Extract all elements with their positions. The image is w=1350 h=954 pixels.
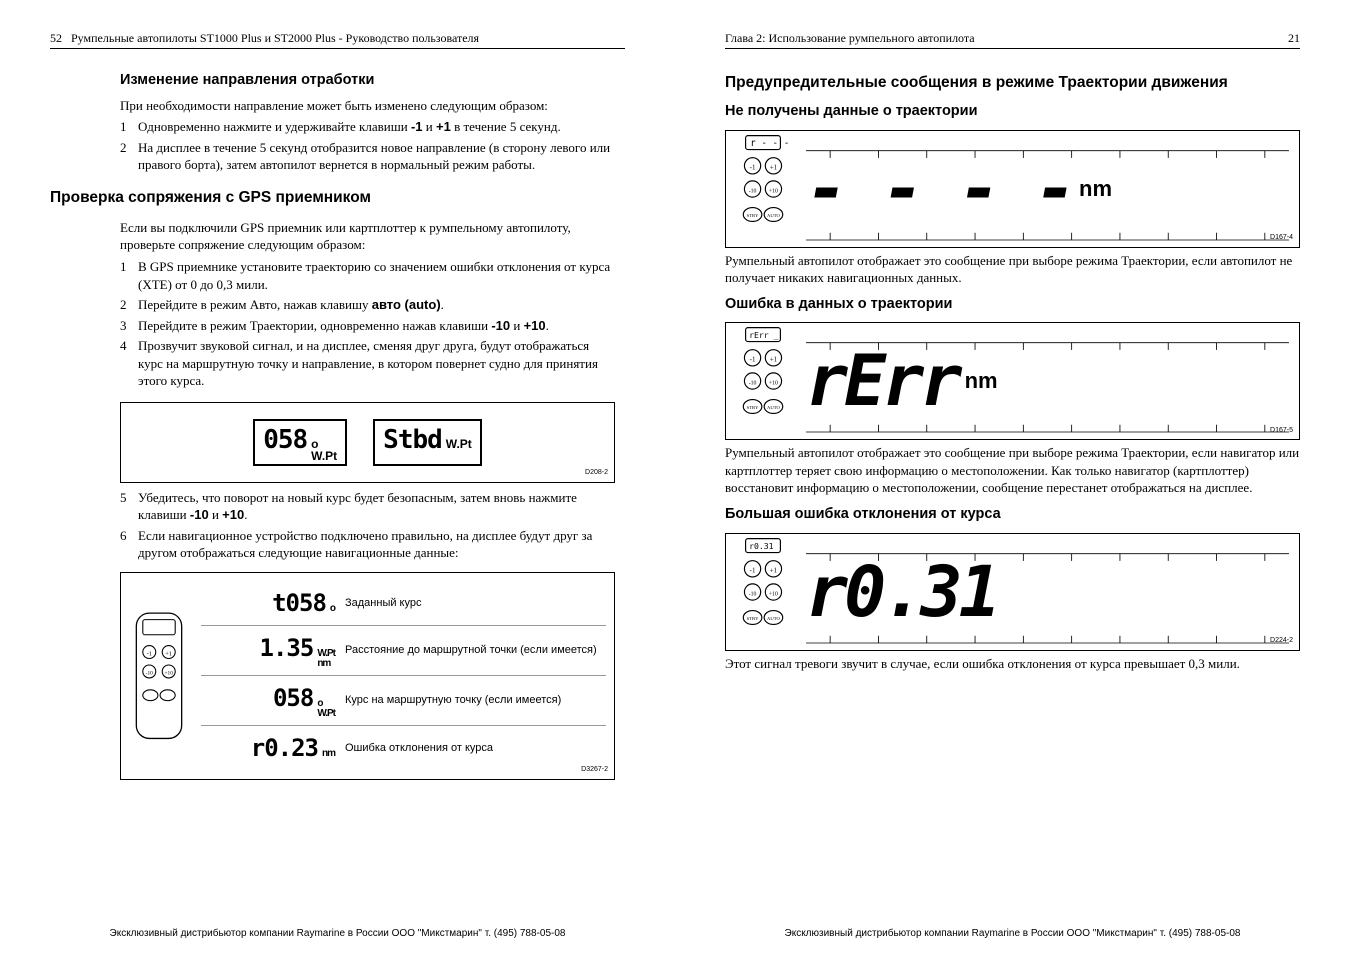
section-gps-check: Если вы подключили GPS приемник или карт…: [120, 215, 615, 790]
page-number-left: 52: [50, 31, 62, 45]
header-left: 52 Румпельные автопилоты ST1000 Plus и S…: [50, 30, 625, 49]
remote-icon: r - - - -1 +1 -10 +10 STBY AUTO: [734, 131, 792, 247]
svg-text:+1: +1: [165, 650, 172, 657]
figure-no-track-data: r - - - -1 +1 -10 +10 STBY AUTO - -: [725, 130, 1300, 248]
figure-caption: D167-4: [1270, 233, 1293, 242]
lcd-display-course: 058oW.Pt: [253, 419, 347, 466]
remote-svg-icon: -1 +1 -10 +10: [132, 611, 186, 741]
svg-text:STBY: STBY: [747, 406, 759, 411]
svg-text:+10: +10: [769, 381, 778, 387]
heading-track-error: Ошибка в данных о траектории: [725, 295, 1300, 315]
svg-text:+10: +10: [769, 591, 778, 597]
intro-para-1: При необходимости направление может быть…: [120, 97, 615, 115]
heading-no-track-data: Не получены данные о траектории: [725, 102, 1300, 122]
section-change-direction: Изменение направления отработки При необ…: [120, 63, 615, 178]
svg-text:STBY: STBY: [747, 214, 759, 219]
svg-text:r - - -: r - - -: [750, 138, 789, 149]
page-number-right: 21: [1288, 30, 1300, 46]
remote-icon: rErr _ -1 +1 -10 +10 STBY AUTO: [734, 323, 792, 439]
svg-text:+1: +1: [770, 163, 778, 171]
svg-text:-1: -1: [750, 356, 756, 364]
svg-text:+10: +10: [769, 188, 778, 194]
list-item: 2На дисплее в течение 5 секунд отобразит…: [120, 139, 615, 174]
nav-row: r0.23nmОшибка отклонения от курса: [201, 725, 606, 770]
svg-text:-10: -10: [146, 671, 153, 677]
svg-text:STBY: STBY: [747, 616, 759, 621]
svg-text:+1: +1: [770, 566, 778, 574]
list-item: 1В GPS приемнике установите траекторию с…: [120, 258, 615, 293]
footer-left: Эксклюзивный дистрибьютор компании Rayma…: [50, 927, 625, 941]
lcd-display-direction: StbdW.Pt: [373, 419, 482, 466]
svg-text:AUTO: AUTO: [767, 616, 780, 621]
nav-data-rows: t058oЗаданный курс 1.35W.Pt nmРасстояние…: [201, 581, 606, 771]
big-display: - - - - nm: [806, 144, 1291, 234]
nav-row: 058oW.PtКурс на маршрутную точку (если и…: [201, 675, 606, 725]
figure-caption: D167-5: [1270, 426, 1293, 435]
svg-text:-1: -1: [147, 650, 152, 657]
nav-row: 1.35W.Pt nmРасстояние до маршрутной точк…: [201, 625, 606, 675]
list-item: 2Перейдите в режим Авто, нажав клавишу а…: [120, 296, 615, 314]
big-display: rErr nm: [806, 336, 1291, 426]
svg-text:AUTO: AUTO: [767, 406, 780, 411]
intro-para-2: Если вы подключили GPS приемник или карт…: [120, 219, 615, 254]
svg-text:+1: +1: [770, 356, 778, 364]
figure-nav-data: -1 +1 -10 +10 t058oЗаданный курс 1.35W.P…: [120, 572, 615, 780]
list-item: 5Убедитесь, что поворот на новый курс бу…: [120, 489, 615, 524]
figure-caption: D208-2: [585, 468, 608, 477]
header-title-right: Глава 2: Использование румпельного автоп…: [725, 30, 975, 46]
header-right: Глава 2: Использование румпельного автоп…: [725, 30, 1300, 49]
figure-alternating-display: 058oW.Pt StbdW.Pt D208-2: [120, 402, 615, 483]
nav-row: t058oЗаданный курс: [201, 581, 606, 625]
figure-large-xte: r0.31 -1 +1 -10 +10 STBY AUTO r0.31 D224…: [725, 533, 1300, 651]
svg-text:rErr _: rErr _: [749, 330, 778, 340]
svg-text:AUTO: AUTO: [767, 214, 780, 219]
remote-icon: -1 +1 -10 +10: [129, 581, 189, 771]
list-change-direction: 1Одновременно нажмите и удерживайте клав…: [120, 118, 615, 174]
big-display: r0.31: [806, 547, 1291, 637]
svg-text:-1: -1: [750, 163, 756, 171]
heading-warnings: Предупредительные сообщения в режиме Тра…: [725, 73, 1300, 94]
heading-large-xte: Большая ошибка отклонения от курса: [725, 505, 1300, 525]
list-gps-check: 1В GPS приемнике установите траекторию с…: [120, 258, 615, 390]
para-large-xte: Этот сигнал тревоги звучит в случае, есл…: [725, 655, 1300, 673]
page-right: Глава 2: Использование румпельного автоп…: [675, 0, 1350, 954]
footer-right: Эксклюзивный дистрибьютор компании Rayma…: [725, 927, 1300, 941]
remote-icon: r0.31 -1 +1 -10 +10 STBY AUTO: [734, 534, 792, 650]
svg-text:+10: +10: [165, 671, 174, 677]
heading-change-direction: Изменение направления отработки: [120, 71, 615, 91]
para-no-track: Румпельный автопилот отображает это сооб…: [725, 252, 1300, 287]
right-body: Предупредительные сообщения в режиме Тра…: [725, 63, 1300, 676]
figure-track-error: rErr _ -1 +1 -10 +10 STBY AUTO rErr nm D…: [725, 322, 1300, 440]
svg-text:r0.31: r0.31: [749, 541, 774, 551]
figure-caption: D224-2: [1270, 636, 1293, 645]
svg-text:-1: -1: [750, 566, 756, 574]
list-item: 4Прозвучит звуковой сигнал, и на дисплее…: [120, 337, 615, 390]
header-title-left: Румпельные автопилоты ST1000 Plus и ST20…: [71, 31, 479, 45]
heading-gps-check: Проверка сопряжения с GPS приемником: [50, 188, 625, 209]
svg-text:-10: -10: [749, 591, 757, 597]
figure-caption: D3267-2: [581, 765, 608, 774]
page-left: 52 Румпельные автопилоты ST1000 Plus и S…: [0, 0, 675, 954]
svg-text:-10: -10: [749, 188, 757, 194]
list-item: 3Перейдите в режим Траектории, одновреме…: [120, 317, 615, 335]
list-item: 1Одновременно нажмите и удерживайте клав…: [120, 118, 615, 136]
list-item: 6Если навигационное устройство подключен…: [120, 527, 615, 562]
svg-text:-10: -10: [749, 381, 757, 387]
para-track-error: Румпельный автопилот отображает это сооб…: [725, 444, 1300, 497]
list-gps-check-2: 5Убедитесь, что поворот на новый курс бу…: [120, 489, 615, 562]
